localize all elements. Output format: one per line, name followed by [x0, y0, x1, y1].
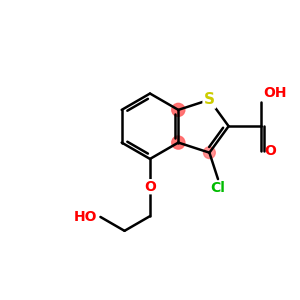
Circle shape [172, 136, 185, 149]
Text: Cl: Cl [211, 181, 225, 195]
Text: OH: OH [263, 86, 286, 100]
Circle shape [203, 147, 215, 159]
Text: HO: HO [74, 210, 98, 224]
Text: O: O [144, 180, 156, 194]
Text: O: O [264, 144, 276, 158]
Text: S: S [204, 92, 215, 107]
Circle shape [172, 103, 185, 116]
